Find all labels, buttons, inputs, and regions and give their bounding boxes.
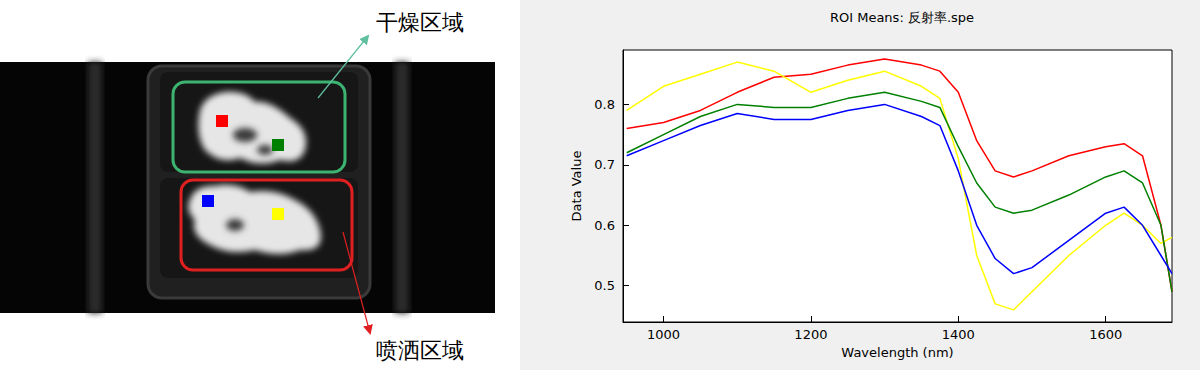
svg-text:1600: 1600: [1089, 327, 1122, 342]
svg-text:Data Value: Data Value: [569, 151, 584, 222]
svg-text:0.6: 0.6: [594, 218, 615, 233]
svg-text:干燥区域: 干燥区域: [376, 10, 464, 35]
svg-text:ROI Means: 反射率.spe: ROI Means: 反射率.spe: [830, 10, 974, 25]
svg-text:0.5: 0.5: [594, 278, 615, 293]
svg-text:0.7: 0.7: [594, 157, 615, 172]
svg-text:0.8: 0.8: [594, 97, 615, 112]
svg-text:喷洒区域: 喷洒区域: [376, 338, 464, 363]
svg-text:1000: 1000: [647, 327, 680, 342]
svg-text:1200: 1200: [794, 327, 827, 342]
svg-text:1400: 1400: [942, 327, 975, 342]
svg-text:Wavelength (nm): Wavelength (nm): [841, 345, 953, 360]
